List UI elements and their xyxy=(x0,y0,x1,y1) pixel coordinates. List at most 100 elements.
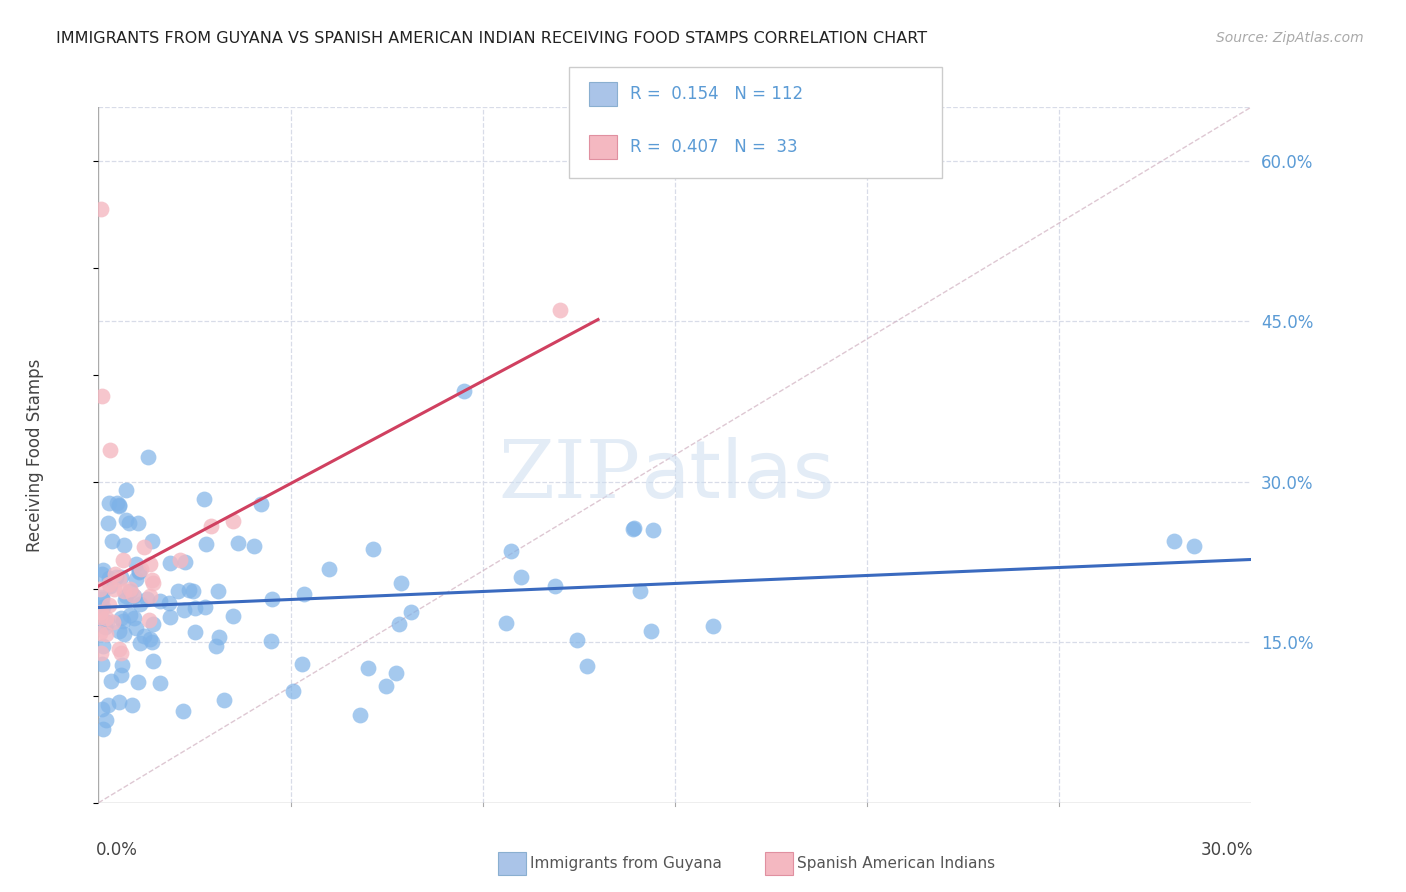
Point xyxy=(100,674,122,689)
Point xyxy=(207,584,229,599)
Point xyxy=(110,668,132,682)
Point xyxy=(318,561,340,575)
Point xyxy=(125,557,148,571)
Point xyxy=(388,616,411,631)
Point xyxy=(94,611,117,625)
Point xyxy=(204,639,226,653)
Point xyxy=(575,658,598,673)
Point xyxy=(114,512,136,526)
Point xyxy=(122,610,145,624)
Point xyxy=(141,573,163,587)
Point xyxy=(110,611,132,625)
Point xyxy=(243,539,266,553)
Point xyxy=(101,615,124,629)
Point xyxy=(89,626,111,640)
Point xyxy=(132,540,155,554)
Text: 0.0%: 0.0% xyxy=(96,841,138,859)
Point xyxy=(141,576,163,591)
Point xyxy=(124,589,146,603)
Point xyxy=(114,593,136,607)
Point xyxy=(628,584,651,599)
Point xyxy=(90,202,112,216)
Point xyxy=(104,570,127,584)
Point xyxy=(510,569,533,583)
Text: R =  0.407   N =  33: R = 0.407 N = 33 xyxy=(630,137,797,156)
Point xyxy=(149,676,172,690)
Point xyxy=(112,552,135,566)
Point xyxy=(112,627,135,641)
Point xyxy=(114,589,136,603)
Point xyxy=(136,591,159,606)
Point xyxy=(89,610,111,624)
Point xyxy=(640,624,662,638)
Point xyxy=(108,498,131,512)
Point xyxy=(139,558,162,572)
Point xyxy=(623,520,645,534)
Point xyxy=(621,523,644,537)
Point xyxy=(98,442,121,457)
Point xyxy=(117,516,139,531)
Point xyxy=(361,541,384,556)
Point xyxy=(91,639,114,653)
Point xyxy=(453,384,475,398)
Point xyxy=(384,665,406,680)
Point xyxy=(167,583,190,598)
Point xyxy=(94,627,117,641)
Point xyxy=(260,634,283,648)
Point xyxy=(495,615,517,630)
Point xyxy=(194,600,217,615)
Point xyxy=(389,576,412,591)
Point xyxy=(120,583,142,598)
Point xyxy=(108,572,131,586)
Point xyxy=(96,713,118,727)
Point xyxy=(702,619,724,633)
Point xyxy=(125,572,148,586)
Point xyxy=(89,582,111,597)
Point xyxy=(97,571,120,585)
Point xyxy=(111,658,134,673)
Point xyxy=(177,582,200,597)
Point xyxy=(98,579,121,593)
Text: ZIP: ZIP xyxy=(498,437,640,515)
Point xyxy=(120,582,142,596)
Point xyxy=(111,614,134,628)
Point xyxy=(222,514,245,528)
Point xyxy=(548,303,571,318)
Text: Spanish American Indians: Spanish American Indians xyxy=(797,856,995,871)
Point xyxy=(110,646,132,660)
Point xyxy=(118,607,141,622)
Point xyxy=(127,674,149,689)
Point xyxy=(183,583,205,598)
Point xyxy=(132,629,155,643)
Point xyxy=(91,563,114,577)
Point xyxy=(91,722,114,736)
Point xyxy=(112,584,135,599)
Point xyxy=(349,707,371,722)
Text: Receiving Food Stamps: Receiving Food Stamps xyxy=(25,359,44,551)
Point xyxy=(97,516,120,530)
Text: R =  0.154   N = 112: R = 0.154 N = 112 xyxy=(630,85,803,103)
Point xyxy=(291,657,314,671)
Point xyxy=(93,620,115,634)
Point xyxy=(643,524,665,538)
Point xyxy=(357,661,380,675)
Point xyxy=(222,608,245,623)
Text: IMMIGRANTS FROM GUYANA VS SPANISH AMERICAN INDIAN RECEIVING FOOD STAMPS CORRELAT: IMMIGRANTS FROM GUYANA VS SPANISH AMERIC… xyxy=(56,31,928,46)
Point xyxy=(262,592,284,607)
Point xyxy=(173,603,195,617)
Point xyxy=(129,597,152,611)
Point xyxy=(91,600,114,615)
Point xyxy=(108,641,131,656)
Point xyxy=(125,621,148,635)
Point xyxy=(91,566,114,581)
Point xyxy=(1182,539,1205,553)
Point xyxy=(172,704,194,718)
Point xyxy=(103,582,125,596)
Point xyxy=(194,537,217,551)
Text: Source: ZipAtlas.com: Source: ZipAtlas.com xyxy=(1216,31,1364,45)
Point xyxy=(226,536,249,550)
Point xyxy=(159,610,181,624)
Point xyxy=(129,562,152,576)
Point xyxy=(208,630,231,644)
Point xyxy=(107,624,129,639)
